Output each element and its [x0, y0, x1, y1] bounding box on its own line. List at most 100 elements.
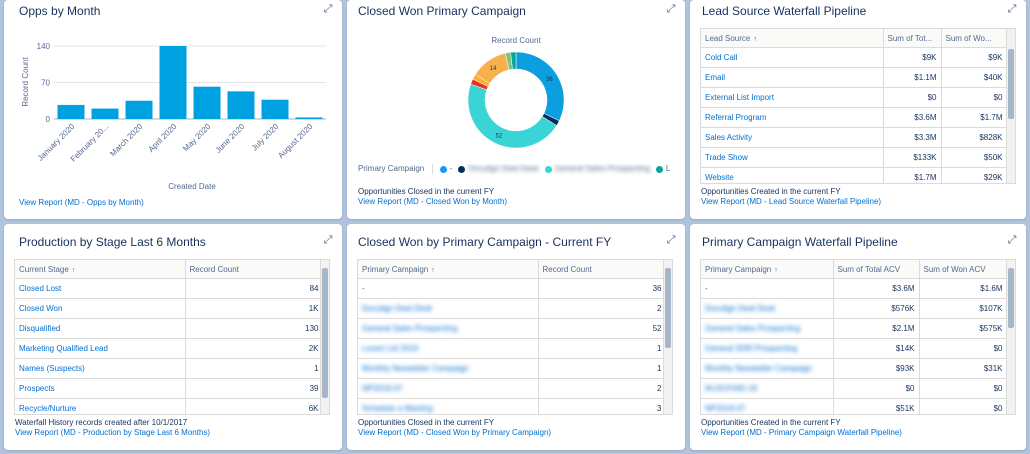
expand-icon[interactable]: ⤢: [1007, 3, 1017, 15]
table-row[interactable]: Marketing Qualified Lead 2K: [15, 338, 324, 359]
row-label[interactable]: General Sales Prospecting: [358, 318, 539, 339]
table-row[interactable]: Schedule a Meeting 3: [358, 398, 667, 414]
sort-arrow-icon[interactable]: ↑: [774, 266, 778, 274]
table-row[interactable]: NP2019-07 2: [358, 378, 667, 399]
row-label[interactable]: Prospects: [15, 378, 186, 399]
table-scrollbar[interactable]: [663, 260, 672, 414]
table-scrollbar[interactable]: [1006, 29, 1015, 183]
expand-icon[interactable]: ⤢: [1007, 234, 1017, 246]
column-header[interactable]: Record Count: [538, 260, 667, 279]
table-row[interactable]: General SDR Prospecting $14K $0: [701, 338, 1008, 359]
bar[interactable]: [261, 99, 289, 119]
column-header[interactable]: Record Count: [185, 260, 324, 279]
column-header[interactable]: Sum of Tot...: [883, 29, 942, 48]
view-report-link[interactable]: View Report (MD - Lead Source Waterfall …: [701, 197, 882, 206]
table-row[interactable]: - $3.6M $1.6M: [701, 278, 1008, 299]
column-header[interactable]: Sum of Wo...: [941, 29, 1008, 48]
table-row[interactable]: NP2019-07 $51K $0: [701, 398, 1008, 414]
row-label[interactable]: Referral Program: [701, 107, 884, 128]
column-header[interactable]: Sum of Total ACV: [833, 260, 920, 279]
view-report-link[interactable]: View Report (MD - Production by Stage La…: [15, 428, 211, 437]
row-label[interactable]: Website: [701, 167, 884, 183]
view-report-link[interactable]: View Report (MD - Closed Won by Month): [358, 197, 508, 206]
view-report-link[interactable]: View Report (MD - Opps by Month): [19, 198, 144, 207]
table-scrollbar[interactable]: [1006, 260, 1015, 414]
sort-arrow-icon[interactable]: ↑: [431, 266, 435, 274]
view-report-link[interactable]: View Report (MD - Closed Won by Primary …: [358, 428, 552, 437]
table-row[interactable]: Website $1.7M $29K: [701, 167, 1008, 183]
row-label[interactable]: General SDR Prospecting: [701, 338, 834, 359]
row-label[interactable]: External List Import: [701, 87, 884, 108]
row-label[interactable]: Sales Activity: [701, 127, 884, 148]
row-label[interactable]: Monthly Newsletter Campaign: [701, 358, 834, 379]
donut-slice[interactable]: [510, 51, 517, 70]
row-label[interactable]: Trade Show: [701, 147, 884, 168]
table-row[interactable]: Sales Activity $3.3M $828K: [701, 127, 1008, 148]
bar[interactable]: [125, 100, 153, 119]
donut-slice[interactable]: [515, 51, 565, 122]
table-row[interactable]: IN-DCF045-18 $0 $0: [701, 378, 1008, 399]
bar[interactable]: [91, 108, 119, 119]
view-report-link[interactable]: View Report (MD - Primary Campaign Water…: [701, 428, 902, 437]
bar[interactable]: [159, 46, 187, 119]
table-row[interactable]: Lorem Ltd 2019 1: [358, 338, 667, 359]
table-row[interactable]: Trade Show $133K $50K: [701, 147, 1008, 168]
row-label[interactable]: Names (Suspects): [15, 358, 186, 379]
row-label[interactable]: Doculign Deal Desk: [701, 298, 834, 319]
bar[interactable]: [57, 104, 85, 119]
row-label[interactable]: IN-DCF045-18: [701, 378, 834, 399]
row-label[interactable]: Cold Call: [701, 47, 884, 68]
table-row[interactable]: Prospects 39: [15, 378, 324, 399]
table-row[interactable]: Monthly Newsletter Campaign $93K $31K: [701, 358, 1008, 379]
row-label[interactable]: Monthly Newsletter Campaign: [358, 358, 539, 379]
table-row[interactable]: Referral Program $3.6M $1.7M: [701, 107, 1008, 128]
row-label[interactable]: Disqualified: [15, 318, 186, 339]
legend-item[interactable]: -: [439, 164, 452, 173]
row-label[interactable]: Doculign Deal Desk: [358, 298, 539, 319]
expand-icon[interactable]: ⤢: [323, 3, 333, 15]
legend-item[interactable]: Doculign Deal Desk: [458, 164, 539, 173]
table-row[interactable]: Email $1.1M $40K: [701, 67, 1008, 88]
row-label[interactable]: Email: [701, 67, 884, 88]
table-row[interactable]: -36: [358, 278, 667, 299]
bar[interactable]: [295, 117, 323, 119]
expand-icon[interactable]: ⤢: [666, 234, 676, 246]
column-header[interactable]: Primary Campaign ↑: [701, 260, 834, 279]
sort-arrow-icon[interactable]: ↑: [71, 266, 76, 274]
table-row[interactable]: Cold Call $9K $9K: [701, 47, 1008, 68]
row-label[interactable]: General Sales Prospecting: [701, 318, 834, 339]
table-row[interactable]: Doculign Deal Desk 2: [358, 298, 667, 319]
row-label[interactable]: Marketing Qualified Lead: [15, 338, 186, 359]
row-label[interactable]: Lorem Ltd 2019: [358, 338, 539, 359]
row-label[interactable]: Closed Won: [15, 298, 186, 319]
legend-item[interactable]: L: [655, 164, 670, 173]
table-row[interactable]: Closed Lost 84: [15, 278, 324, 299]
row-label[interactable]: NP2019-07: [358, 378, 539, 399]
row-label[interactable]: -: [701, 278, 834, 299]
table-row[interactable]: Recycle/Nurture 6K: [15, 398, 324, 414]
table-row[interactable]: External List Import $0 $0: [701, 87, 1008, 108]
row-label[interactable]: -: [358, 278, 539, 299]
row-label[interactable]: Closed Lost: [15, 278, 186, 299]
table-row[interactable]: Disqualified 130: [15, 318, 324, 339]
bar[interactable]: [193, 86, 221, 119]
column-header[interactable]: Sum of Won ACV: [919, 260, 1008, 279]
column-header[interactable]: Lead Source ↑: [701, 29, 884, 48]
row-label[interactable]: Recycle/Nurture: [15, 398, 186, 414]
legend-item[interactable]: General Sales Prospecting: [544, 164, 650, 173]
row-label[interactable]: NP2019-07: [701, 398, 834, 414]
column-header[interactable]: Primary Campaign ↑: [358, 260, 539, 279]
column-header[interactable]: Current Stage ↑: [15, 260, 186, 279]
sort-arrow-icon[interactable]: ↑: [753, 35, 757, 43]
table-row[interactable]: Closed Won 1K: [15, 298, 324, 319]
donut-slice[interactable]: [467, 83, 557, 149]
row-label[interactable]: Schedule a Meeting: [358, 398, 539, 414]
table-row[interactable]: Monthly Newsletter Campaign 1: [358, 358, 667, 379]
table-row[interactable]: Names (Suspects) 1: [15, 358, 324, 379]
table-row[interactable]: General Sales Prospecting $2.1M $575K: [701, 318, 1008, 339]
bar[interactable]: [227, 91, 255, 119]
table-row[interactable]: Doculign Deal Desk $576K $107K: [701, 298, 1008, 319]
table-row[interactable]: General Sales Prospecting 52: [358, 318, 667, 339]
table-scrollbar[interactable]: [320, 260, 329, 414]
expand-icon[interactable]: ⤢: [666, 3, 676, 15]
